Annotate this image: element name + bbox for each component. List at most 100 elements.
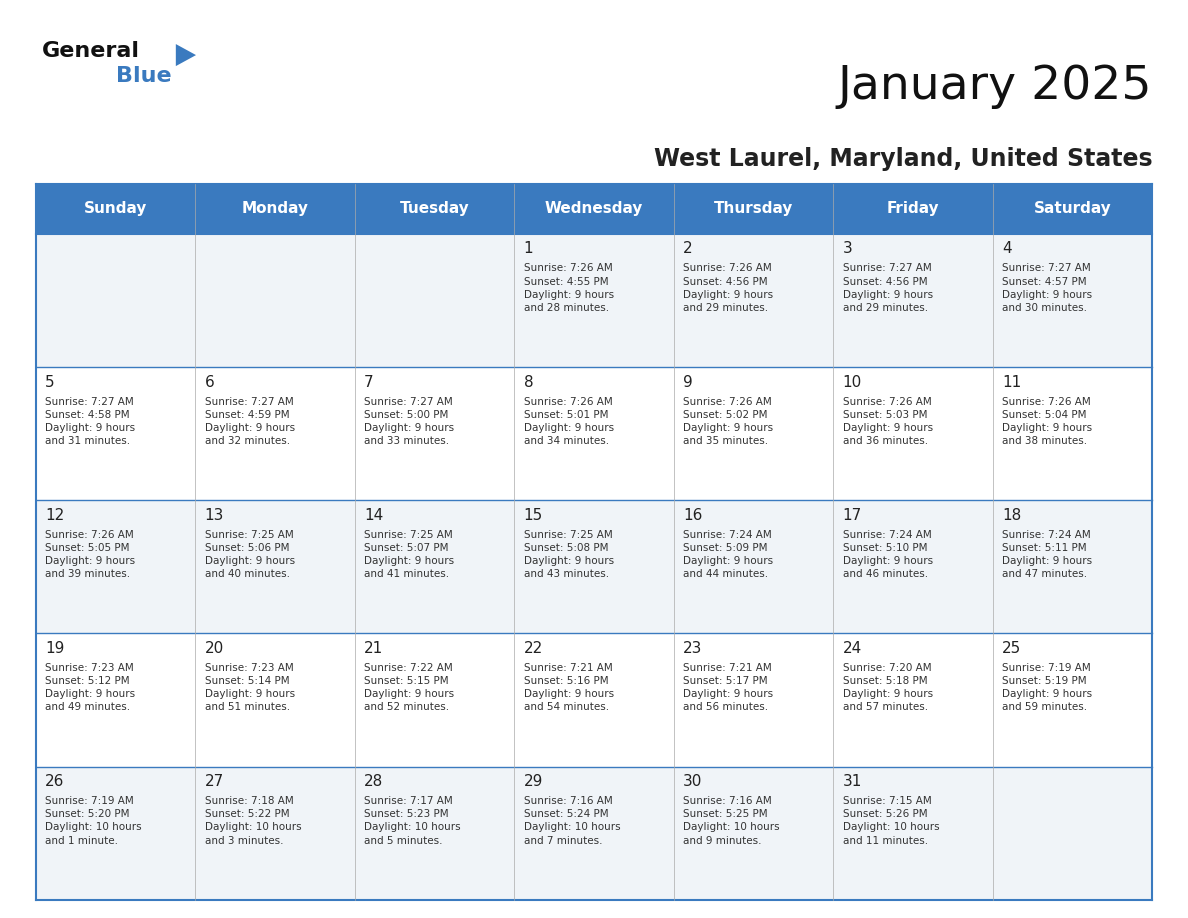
Bar: [195, 234, 355, 367]
Text: 30: 30: [683, 774, 702, 789]
Text: 19: 19: [45, 641, 64, 655]
Text: 26: 26: [45, 774, 64, 789]
Text: Sunrise: 7:25 AM
Sunset: 5:08 PM
Daylight: 9 hours
and 43 minutes.: Sunrise: 7:25 AM Sunset: 5:08 PM Dayligh…: [524, 530, 614, 579]
Text: Sunrise: 7:27 AM
Sunset: 4:58 PM
Daylight: 9 hours
and 31 minutes.: Sunrise: 7:27 AM Sunset: 4:58 PM Dayligh…: [45, 397, 135, 446]
Text: Sunrise: 7:25 AM
Sunset: 5:07 PM
Daylight: 9 hours
and 41 minutes.: Sunrise: 7:25 AM Sunset: 5:07 PM Dayligh…: [365, 530, 454, 579]
Text: Sunrise: 7:17 AM
Sunset: 5:23 PM
Daylight: 10 hours
and 5 minutes.: Sunrise: 7:17 AM Sunset: 5:23 PM Dayligh…: [365, 796, 461, 845]
Text: 4: 4: [1003, 241, 1012, 256]
Text: Saturday: Saturday: [1034, 201, 1112, 217]
Bar: [993, 234, 1152, 367]
Bar: [674, 500, 833, 633]
Text: Blue: Blue: [116, 66, 172, 86]
Bar: [36, 633, 195, 767]
Text: Sunrise: 7:23 AM
Sunset: 5:14 PM
Daylight: 9 hours
and 51 minutes.: Sunrise: 7:23 AM Sunset: 5:14 PM Dayligh…: [204, 663, 295, 712]
Bar: [36, 367, 195, 500]
Text: Sunrise: 7:27 AM
Sunset: 4:57 PM
Daylight: 9 hours
and 30 minutes.: Sunrise: 7:27 AM Sunset: 4:57 PM Dayligh…: [1003, 263, 1093, 313]
Text: Sunrise: 7:26 AM
Sunset: 4:56 PM
Daylight: 9 hours
and 29 minutes.: Sunrise: 7:26 AM Sunset: 4:56 PM Dayligh…: [683, 263, 773, 313]
Text: 18: 18: [1003, 508, 1022, 522]
Text: 24: 24: [842, 641, 862, 655]
Text: Sunrise: 7:21 AM
Sunset: 5:16 PM
Daylight: 9 hours
and 54 minutes.: Sunrise: 7:21 AM Sunset: 5:16 PM Dayligh…: [524, 663, 614, 712]
Text: Sunrise: 7:26 AM
Sunset: 5:04 PM
Daylight: 9 hours
and 38 minutes.: Sunrise: 7:26 AM Sunset: 5:04 PM Dayligh…: [1003, 397, 1093, 446]
Text: 10: 10: [842, 375, 862, 389]
Bar: [355, 367, 514, 500]
Text: 1: 1: [524, 241, 533, 256]
Text: West Laurel, Maryland, United States: West Laurel, Maryland, United States: [653, 147, 1152, 171]
Bar: [195, 367, 355, 500]
Text: 31: 31: [842, 774, 862, 789]
Bar: [833, 234, 993, 367]
Text: Sunrise: 7:16 AM
Sunset: 5:25 PM
Daylight: 10 hours
and 9 minutes.: Sunrise: 7:16 AM Sunset: 5:25 PM Dayligh…: [683, 796, 779, 845]
Text: 14: 14: [365, 508, 384, 522]
Bar: [36, 184, 1152, 234]
Bar: [993, 633, 1152, 767]
Bar: [514, 500, 674, 633]
Bar: [36, 500, 195, 633]
Text: Sunrise: 7:23 AM
Sunset: 5:12 PM
Daylight: 9 hours
and 49 minutes.: Sunrise: 7:23 AM Sunset: 5:12 PM Dayligh…: [45, 663, 135, 712]
Bar: [36, 767, 195, 900]
Bar: [195, 500, 355, 633]
Text: Sunrise: 7:26 AM
Sunset: 5:01 PM
Daylight: 9 hours
and 34 minutes.: Sunrise: 7:26 AM Sunset: 5:01 PM Dayligh…: [524, 397, 614, 446]
Text: 23: 23: [683, 641, 702, 655]
Bar: [833, 633, 993, 767]
Text: 11: 11: [1003, 375, 1022, 389]
Text: Sunrise: 7:24 AM
Sunset: 5:09 PM
Daylight: 9 hours
and 44 minutes.: Sunrise: 7:24 AM Sunset: 5:09 PM Dayligh…: [683, 530, 773, 579]
Text: Sunrise: 7:25 AM
Sunset: 5:06 PM
Daylight: 9 hours
and 40 minutes.: Sunrise: 7:25 AM Sunset: 5:06 PM Dayligh…: [204, 530, 295, 579]
Bar: [355, 234, 514, 367]
Text: Sunrise: 7:15 AM
Sunset: 5:26 PM
Daylight: 10 hours
and 11 minutes.: Sunrise: 7:15 AM Sunset: 5:26 PM Dayligh…: [842, 796, 940, 845]
Bar: [993, 367, 1152, 500]
Text: Sunrise: 7:21 AM
Sunset: 5:17 PM
Daylight: 9 hours
and 56 minutes.: Sunrise: 7:21 AM Sunset: 5:17 PM Dayligh…: [683, 663, 773, 712]
Text: Sunrise: 7:26 AM
Sunset: 4:55 PM
Daylight: 9 hours
and 28 minutes.: Sunrise: 7:26 AM Sunset: 4:55 PM Dayligh…: [524, 263, 614, 313]
Text: 12: 12: [45, 508, 64, 522]
Text: 7: 7: [365, 375, 374, 389]
Bar: [833, 767, 993, 900]
Bar: [674, 633, 833, 767]
Bar: [195, 767, 355, 900]
Bar: [36, 234, 195, 367]
Bar: [355, 500, 514, 633]
Text: 3: 3: [842, 241, 853, 256]
Text: Sunrise: 7:27 AM
Sunset: 5:00 PM
Daylight: 9 hours
and 33 minutes.: Sunrise: 7:27 AM Sunset: 5:00 PM Dayligh…: [365, 397, 454, 446]
Text: Sunrise: 7:19 AM
Sunset: 5:19 PM
Daylight: 9 hours
and 59 minutes.: Sunrise: 7:19 AM Sunset: 5:19 PM Dayligh…: [1003, 663, 1093, 712]
Text: 15: 15: [524, 508, 543, 522]
Text: 21: 21: [365, 641, 384, 655]
Bar: [514, 234, 674, 367]
Text: 2: 2: [683, 241, 693, 256]
Bar: [674, 767, 833, 900]
Bar: [514, 367, 674, 500]
Text: 27: 27: [204, 774, 223, 789]
Bar: [355, 767, 514, 900]
Bar: [993, 500, 1152, 633]
Bar: [355, 633, 514, 767]
Text: Sunrise: 7:19 AM
Sunset: 5:20 PM
Daylight: 10 hours
and 1 minute.: Sunrise: 7:19 AM Sunset: 5:20 PM Dayligh…: [45, 796, 141, 845]
Bar: [514, 767, 674, 900]
Text: Thursday: Thursday: [714, 201, 794, 217]
Text: 17: 17: [842, 508, 862, 522]
Text: Wednesday: Wednesday: [545, 201, 643, 217]
Text: 8: 8: [524, 375, 533, 389]
Text: Sunrise: 7:27 AM
Sunset: 4:59 PM
Daylight: 9 hours
and 32 minutes.: Sunrise: 7:27 AM Sunset: 4:59 PM Dayligh…: [204, 397, 295, 446]
Bar: [833, 367, 993, 500]
Text: 25: 25: [1003, 641, 1022, 655]
Text: 22: 22: [524, 641, 543, 655]
Text: General: General: [42, 41, 139, 62]
Bar: [514, 633, 674, 767]
Text: Sunrise: 7:26 AM
Sunset: 5:05 PM
Daylight: 9 hours
and 39 minutes.: Sunrise: 7:26 AM Sunset: 5:05 PM Dayligh…: [45, 530, 135, 579]
Text: Sunrise: 7:20 AM
Sunset: 5:18 PM
Daylight: 9 hours
and 57 minutes.: Sunrise: 7:20 AM Sunset: 5:18 PM Dayligh…: [842, 663, 933, 712]
Text: Sunrise: 7:16 AM
Sunset: 5:24 PM
Daylight: 10 hours
and 7 minutes.: Sunrise: 7:16 AM Sunset: 5:24 PM Dayligh…: [524, 796, 620, 845]
Text: 20: 20: [204, 641, 223, 655]
Text: Sunrise: 7:22 AM
Sunset: 5:15 PM
Daylight: 9 hours
and 52 minutes.: Sunrise: 7:22 AM Sunset: 5:15 PM Dayligh…: [365, 663, 454, 712]
Text: Sunrise: 7:24 AM
Sunset: 5:11 PM
Daylight: 9 hours
and 47 minutes.: Sunrise: 7:24 AM Sunset: 5:11 PM Dayligh…: [1003, 530, 1093, 579]
Text: Sunday: Sunday: [83, 201, 147, 217]
Bar: [993, 767, 1152, 900]
Text: Friday: Friday: [886, 201, 940, 217]
Text: 29: 29: [524, 774, 543, 789]
Text: Sunrise: 7:24 AM
Sunset: 5:10 PM
Daylight: 9 hours
and 46 minutes.: Sunrise: 7:24 AM Sunset: 5:10 PM Dayligh…: [842, 530, 933, 579]
Text: Sunrise: 7:27 AM
Sunset: 4:56 PM
Daylight: 9 hours
and 29 minutes.: Sunrise: 7:27 AM Sunset: 4:56 PM Dayligh…: [842, 263, 933, 313]
Bar: [674, 367, 833, 500]
Text: Sunrise: 7:26 AM
Sunset: 5:03 PM
Daylight: 9 hours
and 36 minutes.: Sunrise: 7:26 AM Sunset: 5:03 PM Dayligh…: [842, 397, 933, 446]
Text: Tuesday: Tuesday: [399, 201, 469, 217]
Bar: [833, 500, 993, 633]
Text: Sunrise: 7:26 AM
Sunset: 5:02 PM
Daylight: 9 hours
and 35 minutes.: Sunrise: 7:26 AM Sunset: 5:02 PM Dayligh…: [683, 397, 773, 446]
Text: 16: 16: [683, 508, 702, 522]
Text: 9: 9: [683, 375, 693, 389]
